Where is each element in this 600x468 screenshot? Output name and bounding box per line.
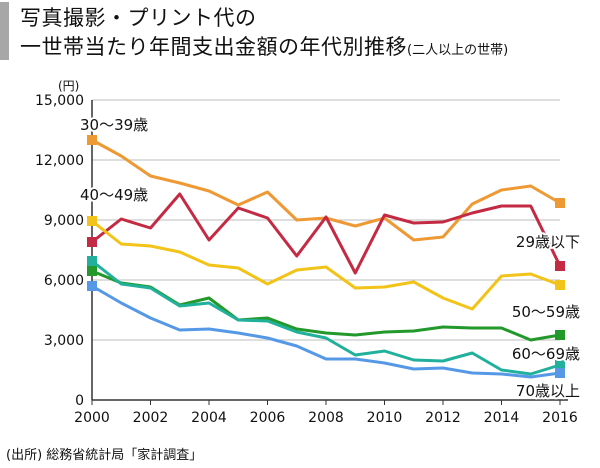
- series-label: 60〜69歳: [512, 345, 580, 363]
- series-line-1: [90, 138, 562, 242]
- x-tick-label: 2012: [425, 410, 461, 426]
- y-tick-label: 3,000: [44, 333, 84, 349]
- series-line-5: [90, 259, 562, 376]
- series-marker-end: [555, 261, 565, 271]
- x-tick-label: 2002: [133, 410, 169, 426]
- series-labels: 30〜39歳 29歳以下 40〜49歳 50〜59歳 60〜69歳 70歳以上: [78, 114, 582, 402]
- series-label: 29歳以下: [516, 233, 580, 251]
- series-marker-end: [555, 368, 565, 378]
- axes: 0 3,000 6,000 9,000 12,000 15,000(円) 2000 2002 2…: [35, 79, 578, 426]
- series-line-4: [90, 269, 562, 342]
- chart-title-line-1: 写真撮影・プリント代の: [20, 6, 257, 30]
- y-tick-label: 15,000: [35, 93, 84, 109]
- x-tick-label: 2010: [367, 410, 403, 426]
- y-tick-label: 9,000: [44, 213, 84, 229]
- chart-subtitle: (二人以上の世帯): [407, 43, 509, 58]
- series-line-6: [90, 284, 562, 379]
- y-tick-label: 0: [75, 393, 84, 409]
- series-line-2: [90, 192, 562, 275]
- series-marker-end: [555, 360, 565, 370]
- chart-title-line-2: 一世帯当たり年間支出金額の年代別推移(二人以上の世帯): [20, 31, 508, 61]
- series-marker-start: [87, 237, 97, 247]
- source-note: (出所) 総務省統計局「家計調査」: [6, 448, 203, 463]
- series-line-3: [90, 219, 562, 311]
- series-marker-start: [87, 256, 97, 266]
- title-accent-bar: [0, 2, 9, 60]
- series-marker-start: [87, 281, 97, 291]
- series-marker-end: [555, 198, 565, 208]
- y-tick-label: 12,000: [35, 153, 84, 169]
- series-label: 50〜59歳: [512, 303, 580, 321]
- series-label: 70歳以上: [516, 382, 580, 400]
- y-axis-label: (円): [58, 79, 79, 93]
- x-tick-label: 2016: [542, 410, 578, 426]
- series-marker-start: [87, 135, 97, 145]
- series-marker-start: [87, 266, 97, 276]
- gridlines: [92, 99, 560, 341]
- y-tick-label: 6,000: [44, 273, 84, 289]
- x-tick-label: 2008: [308, 410, 344, 426]
- series-label: 30〜39歳: [80, 116, 148, 134]
- x-tick-label: 2014: [484, 410, 520, 426]
- series-marker-end: [555, 330, 565, 340]
- series-lines: [87, 135, 565, 379]
- chart-title-main: 一世帯当たり年間支出金額の年代別推移: [20, 35, 407, 59]
- series-marker-end: [555, 280, 565, 290]
- x-tick-label: 2006: [250, 410, 286, 426]
- x-tick-label: 2000: [74, 410, 110, 426]
- series-label: 40〜49歳: [80, 186, 148, 204]
- x-tick-label: 2004: [191, 410, 227, 426]
- series-marker-start: [87, 216, 97, 226]
